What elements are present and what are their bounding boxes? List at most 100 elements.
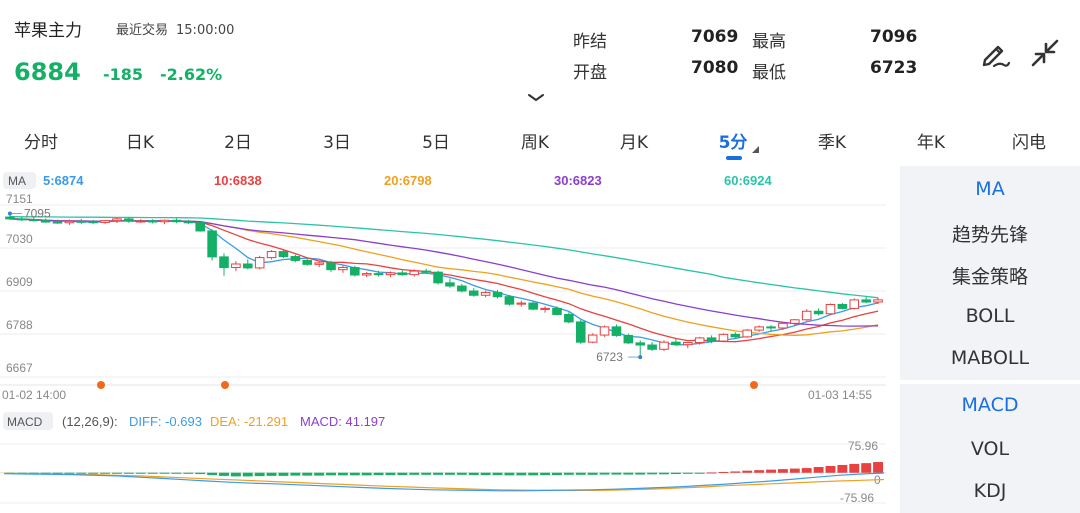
macd-histogram-bar xyxy=(873,462,883,473)
candle-body xyxy=(445,282,455,287)
tab-3day[interactable]: 3日 xyxy=(323,133,351,153)
shrink-arrows-icon[interactable] xyxy=(1028,36,1062,70)
tab-5day[interactable]: 5日 xyxy=(422,133,450,153)
candle-body xyxy=(457,285,467,292)
candle-body xyxy=(718,333,729,342)
candle-body xyxy=(575,321,586,343)
last-trade-label: 最近交易 xyxy=(116,23,169,38)
candle-body xyxy=(552,307,562,315)
macd-histogram-bar xyxy=(611,472,622,475)
macd-histogram-bar xyxy=(326,472,336,476)
macd-histogram-bar xyxy=(183,472,194,474)
tab-lightning[interactable]: 闪电 xyxy=(1012,133,1046,153)
high-label: 最高 xyxy=(752,32,786,52)
candle-body xyxy=(278,251,289,258)
macd-params: (12,26,9): xyxy=(62,414,118,429)
tab-daily-k[interactable]: 日K xyxy=(125,133,155,153)
indicator-boll[interactable]: BOLL xyxy=(965,305,1015,327)
macd-histogram-bar xyxy=(552,472,562,476)
macd-histogram-bar xyxy=(837,464,848,473)
low-value: 6723 xyxy=(870,58,918,78)
macd-histogram-bar xyxy=(112,472,122,474)
macd-histogram-bar xyxy=(195,472,206,475)
candle-body xyxy=(338,267,348,271)
macd-histogram-bar xyxy=(540,472,551,476)
candle-body xyxy=(373,273,384,276)
last-trade: 最近交易 15:00:00 xyxy=(116,19,234,38)
macd-histogram-bar xyxy=(623,472,634,475)
chevron-down-icon[interactable] xyxy=(527,88,545,102)
indicator-kdj[interactable]: KDJ xyxy=(973,480,1007,502)
tab-intraday[interactable]: 分时 xyxy=(24,133,58,153)
low-label: 最低 xyxy=(752,63,786,83)
candle-body xyxy=(17,218,27,221)
tab-weekly-k[interactable]: 周K xyxy=(520,133,550,153)
tab-2day[interactable]: 2日 xyxy=(224,133,252,153)
macd-histogram-bar xyxy=(433,472,443,475)
candle-body xyxy=(385,272,396,276)
macd-histogram-bar xyxy=(242,472,253,477)
candle-body xyxy=(504,296,515,305)
candle-body xyxy=(623,334,634,344)
last-trade-time: 15:00:00 xyxy=(176,23,235,38)
macd-histogram-bar xyxy=(76,472,87,474)
indicator-macd[interactable]: MACD xyxy=(961,394,1019,416)
macd-histogram-bar xyxy=(64,472,75,474)
macd-histogram-bar xyxy=(777,469,788,473)
candle-body xyxy=(195,222,205,232)
x-start-label: 01-02 14:00 xyxy=(2,388,66,402)
y-tick-label: 6788 xyxy=(6,318,33,332)
ma20-line xyxy=(9,218,879,336)
indicator-gold-strategy[interactable]: 集金策略 xyxy=(951,266,1028,288)
macd-histogram-bar xyxy=(825,465,836,473)
indicator-vol[interactable]: VOL xyxy=(970,438,1010,460)
candle-body xyxy=(88,221,98,224)
active-tab-underline xyxy=(726,156,742,160)
open-label: 开盘 xyxy=(573,63,607,83)
macd-histogram-bar xyxy=(40,472,51,474)
macd-histogram-bar xyxy=(421,472,432,475)
macd-histogram-bar xyxy=(670,472,681,475)
macd-histogram-bar xyxy=(480,472,491,476)
macd-histogram-bar xyxy=(123,472,134,474)
indicator-maboll[interactable]: MABOLL xyxy=(950,347,1030,369)
macd-histogram-bar xyxy=(730,471,741,473)
candle-body xyxy=(599,326,610,336)
candle-body xyxy=(849,299,860,309)
candle-body xyxy=(326,262,336,271)
macd-histogram-bar xyxy=(504,472,515,476)
candle-body xyxy=(837,304,848,309)
candle-body xyxy=(801,310,812,321)
macd-histogram-bar xyxy=(373,472,384,476)
macd-histogram-bar xyxy=(754,470,765,473)
candle-body xyxy=(564,313,574,323)
macd-histogram-bar xyxy=(147,472,158,474)
candle-body xyxy=(76,220,87,223)
tab-monthly-k[interactable]: 月K xyxy=(619,133,649,153)
high-marker-label: 7095 xyxy=(24,207,51,221)
macd-histogram-bar xyxy=(278,472,289,476)
candle-body xyxy=(754,326,764,331)
tab-yearly-k[interactable]: 年K xyxy=(916,133,946,153)
macd-histogram-bar xyxy=(647,472,658,475)
candle-body xyxy=(147,220,158,223)
price-change-percent: -2.62% xyxy=(160,65,223,84)
tab-5min[interactable]: 5分 xyxy=(718,133,748,153)
indicator-ma[interactable]: MA xyxy=(975,178,1005,200)
macd-histogram-bar xyxy=(766,469,776,473)
tab-quarterly-k[interactable]: 季K xyxy=(817,133,847,153)
candle-body xyxy=(219,256,229,269)
open-value: 7080 xyxy=(691,58,739,78)
tab-dropdown-caret[interactable] xyxy=(752,146,759,153)
macd-histogram-bar xyxy=(361,472,372,476)
candle-body xyxy=(671,341,681,346)
candle-body xyxy=(124,218,134,222)
macd-histogram-bar xyxy=(254,472,265,477)
kline-chart[interactable]: 7151 7030 6909 6788 6667 MA 5:6874 10:6838 20:67… xyxy=(0,165,900,513)
pen-draw-icon[interactable] xyxy=(978,36,1012,70)
candle-body xyxy=(5,216,15,220)
y-tick-label: 7030 xyxy=(6,232,33,246)
indicator-trend-pioneer[interactable]: 趋势先锋 xyxy=(951,224,1028,246)
macd-histogram-bar xyxy=(468,472,479,476)
ma10-line xyxy=(9,218,879,343)
